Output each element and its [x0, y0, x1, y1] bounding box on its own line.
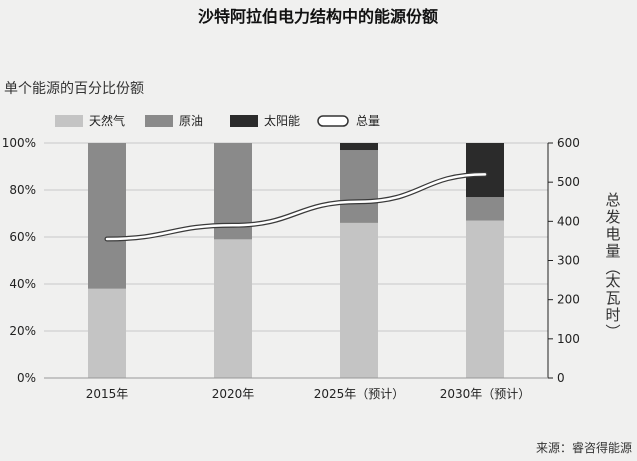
right-tick-label: 400: [557, 214, 580, 228]
category-label: 2025年（预计）: [314, 387, 405, 401]
left-tick-label: 60%: [9, 230, 36, 244]
bar-segment-1: [340, 222, 378, 378]
x-axis-categories: 2015年 2020年 2025年（预计） 2030年（预计）: [86, 387, 531, 401]
legend-label: 太阳能: [264, 113, 300, 128]
legend-label: 原油: [179, 114, 203, 128]
legend-swatch: [55, 115, 83, 127]
category-label: 2030年（预计）: [440, 387, 531, 401]
total-line: [104, 171, 488, 242]
right-axis-label: 总发电量︵太瓦时︶: [605, 191, 620, 341]
category-label: 2020年: [212, 387, 255, 401]
legend-label: 总量: [356, 114, 380, 128]
right-tick-label: 200: [557, 293, 580, 307]
bar-segment-1: [466, 220, 504, 378]
stacked-bars: [88, 143, 504, 378]
left-tick-label: 80%: [9, 183, 36, 197]
total-line: [105, 173, 487, 241]
right-axis-ticks: 0 100 200 300 400 500 600: [548, 136, 580, 385]
right-tick-label: 500: [557, 175, 580, 189]
bar-segment-3: [466, 143, 504, 198]
chart-title: 沙特阿拉伯电力结构中的能源份额: [198, 7, 438, 26]
bar-segment-3: [340, 143, 378, 151]
left-tick-label: 20%: [9, 324, 36, 338]
right-tick-label: 600: [557, 136, 580, 150]
bar-segment-2: [88, 143, 126, 289]
legend-label: 天然气: [89, 113, 125, 128]
legend: 天然气 原油 太阳能 总量: [55, 113, 380, 128]
right-tick-label: 100: [557, 332, 580, 346]
chart-subtitle: 单个能源的百分比份额: [4, 81, 144, 97]
right-tick-label: 0: [557, 371, 565, 385]
source-note: 来源：睿咨得能源: [536, 440, 632, 455]
legend-swatch: [230, 115, 258, 127]
category-label: 2015年: [86, 387, 129, 401]
left-tick-label: 100%: [2, 136, 36, 150]
right-tick-label: 300: [557, 254, 580, 268]
bar-segment-2: [340, 150, 378, 223]
legend-swatch: [145, 115, 173, 127]
bar-segment-2: [466, 197, 504, 221]
left-axis-ticks: 0% 20% 40% 60% 80% 100%: [2, 136, 36, 385]
bar-segment-1: [88, 288, 126, 378]
legend-swatch-line: [317, 115, 349, 127]
left-tick-label: 40%: [9, 277, 36, 291]
left-tick-label: 0%: [17, 371, 36, 385]
bar-segment-1: [214, 239, 252, 378]
